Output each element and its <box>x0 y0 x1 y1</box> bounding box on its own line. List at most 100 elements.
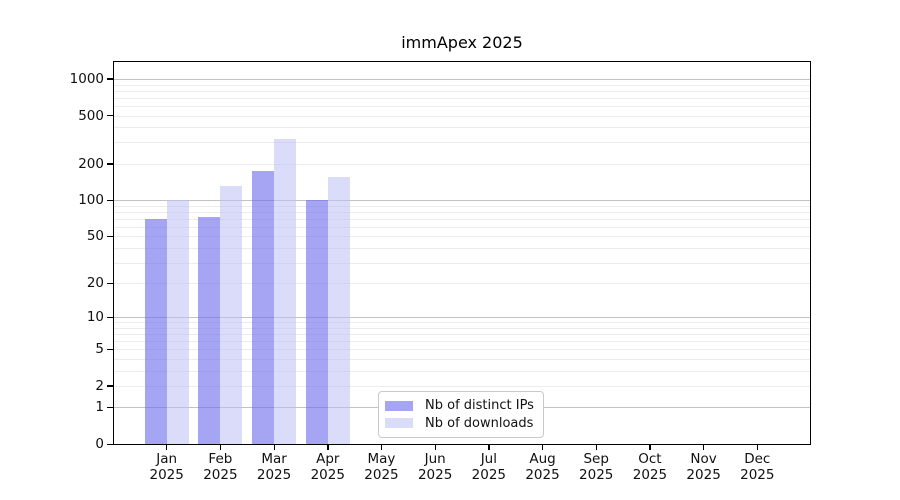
minor-gridline <box>113 349 811 351</box>
x-tick-mark <box>703 445 705 450</box>
bar-distinct-ips <box>305 200 328 445</box>
minor-gridline <box>113 283 811 285</box>
y-tick-mark <box>107 443 113 445</box>
y-tick-label: 1000 <box>69 70 104 87</box>
x-tick-label: Dec 2025 <box>717 451 797 483</box>
minor-gridline <box>113 226 811 228</box>
x-tick-month: Dec <box>744 451 771 467</box>
major-gridline <box>113 78 811 80</box>
minor-gridline <box>113 341 811 343</box>
x-tick-mark <box>595 445 598 450</box>
bar-downloads <box>327 177 350 445</box>
x-tick-month: Apr <box>316 451 340 467</box>
y-tick-label: 20 <box>86 275 104 292</box>
y-tick-mark <box>107 316 113 319</box>
minor-gridline <box>113 236 811 238</box>
minor-gridline <box>113 327 811 329</box>
x-tick-mark <box>488 445 490 450</box>
y-tick-mark <box>107 348 113 351</box>
minor-gridline <box>113 205 811 207</box>
minor-gridline <box>113 115 811 117</box>
y-tick-mark <box>107 199 113 201</box>
x-tick-mark <box>756 445 759 450</box>
x-tick-mark <box>219 445 222 450</box>
x-tick-month: Jul <box>480 451 497 467</box>
legend-item-distinct-ips: Nb of distinct IPs <box>385 397 535 415</box>
legend-label-downloads: Nb of downloads <box>425 415 534 431</box>
x-tick-mark <box>542 445 544 450</box>
x-tick-year: 2025 <box>579 466 614 483</box>
x-tick-label: Mar 2025 <box>234 451 314 483</box>
y-tick-label: 2 <box>95 377 104 394</box>
x-tick-month: Jun <box>424 451 446 467</box>
x-tick-year: 2025 <box>417 466 453 483</box>
x-tick-year: 2025 <box>364 466 399 483</box>
x-tick-month: Feb <box>208 451 233 467</box>
bar-distinct-ips <box>144 218 167 445</box>
chart-title: immApex 2025 <box>401 33 523 52</box>
x-tick-year: 2025 <box>740 466 775 483</box>
plot-area-frame <box>113 61 811 445</box>
major-gridline <box>113 200 811 202</box>
minor-gridline <box>113 247 811 249</box>
minor-gridline <box>113 163 811 165</box>
y-tick-mark <box>107 406 113 409</box>
legend-item-downloads: Nb of downloads <box>385 415 535 433</box>
y-tick-mark <box>107 115 113 117</box>
y-tick-label: 500 <box>78 107 104 124</box>
x-tick-label: Nov 2025 <box>664 451 744 483</box>
x-tick-year: 2025 <box>525 466 560 483</box>
legend-swatch-distinct-ips <box>385 400 413 411</box>
minor-gridline <box>113 97 811 99</box>
x-tick-label: Jul 2025 <box>449 451 529 483</box>
x-tick-month: Aug <box>529 451 556 467</box>
minor-gridline <box>113 90 811 92</box>
minor-gridline <box>113 105 811 107</box>
minor-gridline <box>113 142 811 144</box>
x-tick-label: Aug 2025 <box>503 451 583 483</box>
major-gridline <box>113 317 811 319</box>
minor-gridline <box>113 211 811 213</box>
x-tick-mark <box>380 445 383 450</box>
minor-gridline <box>113 385 811 387</box>
x-tick-year: 2025 <box>256 466 292 483</box>
x-tick-mark <box>273 445 275 450</box>
x-tick-year: 2025 <box>203 466 238 483</box>
y-tick-mark <box>107 235 113 238</box>
y-tick-mark <box>107 385 113 387</box>
legend-label-distinct-ips: Nb of distinct IPs <box>425 398 534 414</box>
x-tick-mark <box>434 445 436 450</box>
x-tick-label: Jan 2025 <box>127 451 207 483</box>
y-tick-label: 5 <box>95 341 104 358</box>
minor-gridline <box>113 127 811 129</box>
minor-gridline <box>113 262 811 264</box>
bar-distinct-ips <box>252 170 275 445</box>
legend-swatch-downloads <box>385 418 413 429</box>
minor-gridline <box>113 358 811 360</box>
x-tick-mark <box>649 445 651 450</box>
x-tick-label: May 2025 <box>341 451 421 483</box>
x-tick-month: Sep <box>583 451 609 467</box>
x-tick-month: Oct <box>638 451 662 467</box>
x-tick-label: Jun 2025 <box>395 451 475 483</box>
bar-downloads <box>166 200 189 445</box>
legend: Nb of distinct IPs Nb of downloads <box>378 391 544 438</box>
x-tick-month: Nov <box>690 451 717 467</box>
minor-gridline <box>113 334 811 336</box>
x-tick-label: Sep 2025 <box>556 451 636 483</box>
y-tick-label: 10 <box>86 309 104 326</box>
minor-gridline <box>113 370 811 372</box>
y-tick-label: 100 <box>78 192 104 209</box>
y-tick-mark <box>107 282 113 284</box>
x-tick-mark <box>166 445 168 450</box>
y-tick-mark <box>107 163 113 165</box>
minor-gridline <box>113 84 811 86</box>
minor-gridline <box>113 218 811 220</box>
bar-distinct-ips <box>198 216 221 445</box>
x-tick-year: 2025 <box>686 466 721 483</box>
x-tick-month: Jan <box>156 451 178 467</box>
y-tick-label: 0 <box>95 436 104 452</box>
y-tick-label: 1 <box>95 399 104 416</box>
minor-gridline <box>113 322 811 324</box>
